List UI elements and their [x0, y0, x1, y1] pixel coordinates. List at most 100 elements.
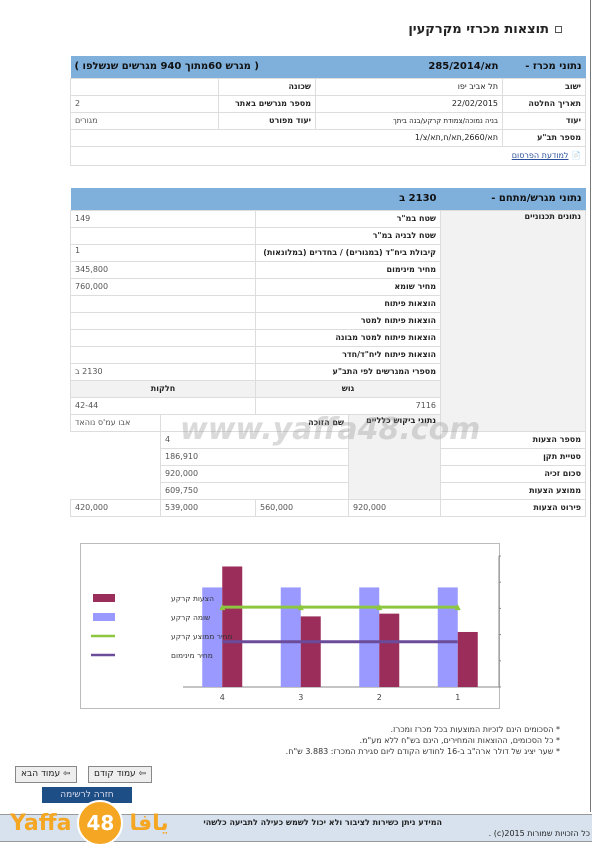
bullet-icon	[555, 26, 562, 33]
bar-offer	[222, 566, 243, 687]
bar-offer	[457, 631, 478, 687]
plan-value: תא/2660,תא/ח,תא/צ/1	[70, 128, 503, 147]
table-row: מספרי המגרשים לפי התב"ע 2130 ב	[70, 362, 586, 381]
table-row: ממוצע הצעות 609,750	[71, 481, 586, 500]
row-value	[70, 345, 256, 364]
row-label: תאריך החלטה	[502, 94, 586, 113]
row-value: 2	[70, 94, 219, 113]
row-value: מגורים	[70, 111, 219, 130]
watermark: www.yaffa48.com	[180, 412, 481, 447]
yaffa48-logo: Yaffa 48 يافا	[10, 800, 169, 846]
row-label: שכונה	[218, 77, 316, 96]
row-label: ישוב	[502, 77, 586, 96]
row-value: 760,000	[70, 277, 256, 296]
gush-header: גוש	[255, 379, 441, 398]
row-label: מספרי המגרשים לפי התב"ע	[255, 362, 441, 381]
row-value: אבו עמ'ס נוהאד	[70, 413, 161, 432]
offers-row: פירוט הצעות 920,000 560,000 539,000 420,000	[70, 498, 586, 517]
row-value: 22/02/2015	[315, 94, 503, 113]
row-label: שטח במ"ר	[255, 209, 441, 228]
table-row: סכום זכיה 920,000	[71, 464, 586, 483]
legend-label: שומה קרקע	[171, 613, 210, 622]
bar-appraisal	[280, 587, 301, 687]
helka-header: חלקות	[70, 379, 256, 398]
row-value: בניה נמוכה/צמודת קרקע/בנה ביתך	[315, 111, 503, 130]
planning-group: נתונים תכנוניים	[440, 209, 586, 432]
offer-value: 420,000	[70, 498, 161, 517]
row-label: הוצאות פיתוח	[255, 294, 441, 313]
legend-label: הצעות קרקע	[171, 594, 214, 603]
logo-latin: Yaffa	[10, 810, 72, 836]
row-label: הוצאות פיתוח למטר	[255, 311, 441, 330]
offers-label: פירוט הצעות	[440, 498, 586, 517]
row-value	[70, 226, 256, 245]
footer-disclaimer: המידע ניתן כשירות לציבור ולא יכול לשמש כ…	[203, 818, 442, 827]
row-value: 345,800	[70, 260, 256, 279]
row-value: 2130 ב	[70, 362, 256, 381]
row-label: מספר מגרשים באתר	[218, 94, 316, 113]
table-row: נתונים תכנוניים שטח במ"ר 149	[70, 209, 586, 432]
row-value	[70, 328, 256, 347]
table-row: מספר הצעות 4	[71, 430, 586, 449]
row-label: סכום זכיה	[348, 464, 586, 483]
row-value	[70, 294, 256, 313]
row-value: 920,000	[160, 464, 349, 483]
table-row: מספר תב"ע תא/2660,תא/ח,תא/צ/1	[70, 128, 586, 147]
arrow-left-icon: ⇦	[138, 769, 147, 779]
logo-orange: 48	[77, 800, 124, 846]
row-label: הוצאות פיתוח ליח"ד/חדר	[255, 345, 441, 364]
row-label: מחיר שומא	[255, 277, 441, 296]
note: * הסכומים הינם לזכיות המוצעות בכל מכרז ו…	[390, 725, 560, 734]
bar-appraisal	[437, 587, 458, 687]
document-icon: 📄	[571, 151, 581, 160]
table-row: 📄 למודעת הפרסום	[70, 145, 586, 166]
plots-note: ( מגרש 60מתוך 940 מגרשים שנשלפו )	[70, 56, 316, 78]
offer-value: 560,000	[255, 498, 349, 517]
plan-label: מספר תב"ע	[502, 128, 586, 147]
footer-copyright: כל הזכויות שמורות 2015(c) .	[488, 829, 590, 838]
tender-header: נתוני מכרז - תא/285/2014( מגרש 60מתוך 940…	[70, 56, 586, 78]
row-label: מחיר מינימום	[255, 260, 441, 279]
legend-swatch	[93, 613, 115, 621]
row-value: תל אביב יפו	[315, 77, 503, 96]
table-row: הוצאות פיתוח למטר מבונה	[70, 328, 586, 347]
tender-table: נתוני מכרז - תא/285/2014( מגרש 60מתוך 940…	[70, 56, 586, 166]
arrow-left-icon: ⇦	[62, 769, 71, 779]
line-marker	[219, 604, 226, 611]
plot-header: נתוני מגרש/מתחם -2130 ב	[70, 188, 586, 210]
bar-offer	[300, 616, 321, 687]
chart-svg: 020000040000060000080000010000004321הצעו…	[91, 553, 536, 702]
page-border	[590, 0, 591, 812]
row-label: שטח לבניה במ"ר	[255, 226, 441, 245]
bar-appraisal	[359, 587, 380, 687]
offers-chart: 020000040000060000080000010000004321הצעו…	[80, 543, 536, 709]
notes: * הסכומים הינם לזכיות המוצעות בכל מכרז ו…	[286, 724, 560, 757]
row-label: ממוצע הצעות	[348, 481, 586, 500]
row-label: סטיית תקן	[348, 447, 586, 466]
line-marker	[376, 604, 383, 611]
next-page-button[interactable]: ⇦ עמוד הבא	[15, 766, 77, 783]
table-row: שטח לבניה במ"ר	[70, 226, 586, 245]
row-label: הוצאות פיתוח למטר מבונה	[255, 328, 441, 347]
offer-value: 920,000	[348, 498, 441, 517]
page-title-text: תוצאות מכרזי מקרקעין	[408, 22, 549, 37]
row-value: 609,750	[160, 481, 349, 500]
prev-page-button[interactable]: ⇦ עמוד קודם	[88, 766, 153, 783]
row-label: יעוד מפורט	[218, 111, 316, 130]
table-row: ישוב תל אביב יפו שכונה	[70, 77, 586, 96]
prev-label: עמוד קודם	[94, 769, 136, 779]
table-row: תאריך החלטה 22/02/2015 מספר מגרשים באתר 2	[70, 94, 586, 113]
row-value	[70, 311, 256, 330]
table-row: יעוד בניה נמוכה/צמודת קרקע/בנה ביתך יעוד מ…	[70, 111, 586, 130]
row-value: 149	[70, 209, 256, 228]
plot-table: נתוני מגרש/מתחם -2130 ב נתונים תכנוניים ש…	[70, 188, 586, 517]
page-title: תוצאות מכרזי מקרקעין	[408, 22, 562, 37]
x-tick-label: 3	[298, 693, 303, 702]
notice-link[interactable]: למודעת הפרסום	[511, 151, 569, 160]
row-value: 186,910	[160, 447, 349, 466]
plot-header-label: נתוני מגרש/מתחם -	[440, 188, 586, 210]
legend-label: מחיר מינימום	[171, 651, 213, 660]
note: * כל הסכומים, ההוצאות והמחירים, הינם בש"…	[359, 736, 560, 745]
tender-number: תא/285/2014	[315, 56, 503, 78]
back-to-list-button[interactable]: חזרה לרשימה	[42, 787, 132, 803]
